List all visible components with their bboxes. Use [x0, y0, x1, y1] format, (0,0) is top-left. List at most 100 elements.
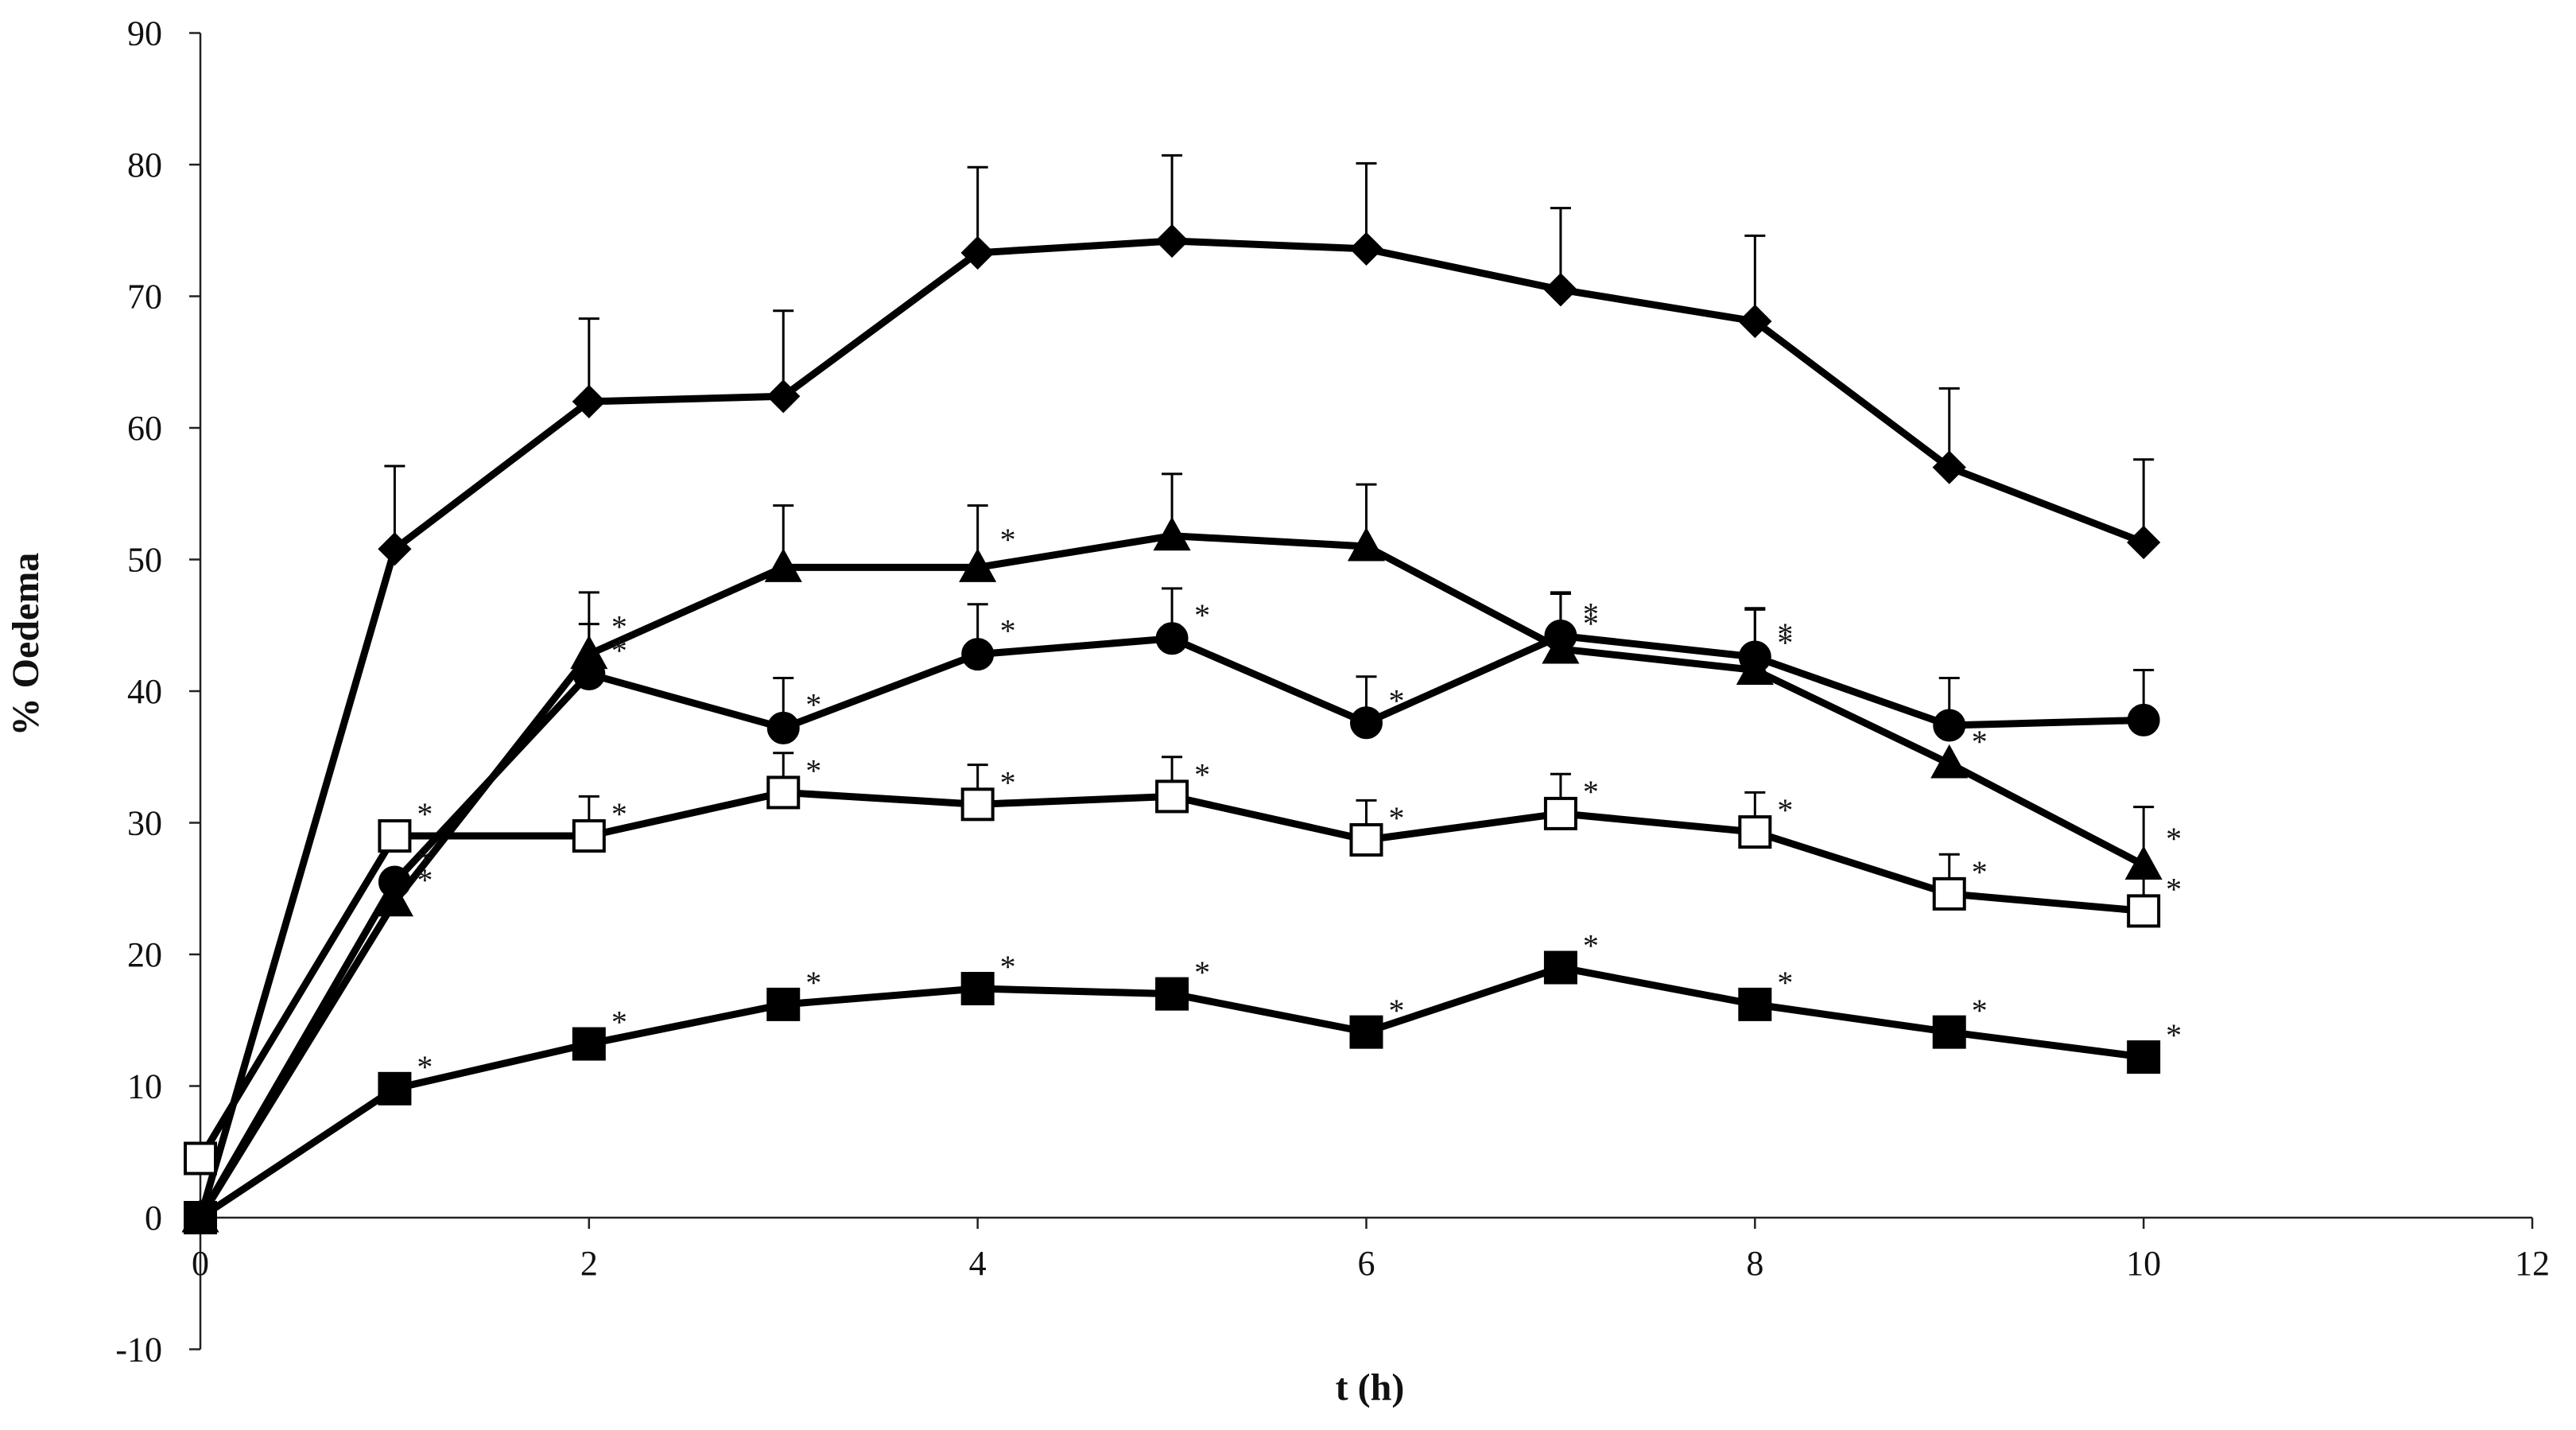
- circle-marker: [961, 638, 995, 671]
- significance-star: *: [1777, 965, 1793, 1001]
- y-tick-label: 30: [127, 804, 162, 843]
- series-1: [183, 153, 2161, 1235]
- significance-star: *: [1389, 993, 1405, 1028]
- y-tick-label: 10: [127, 1067, 162, 1106]
- triangle-marker: [1930, 744, 1969, 779]
- significance-star: *: [611, 632, 627, 668]
- significance-star: *: [1389, 682, 1405, 718]
- triangle-marker: [1153, 516, 1191, 551]
- open-square-marker: [572, 819, 606, 853]
- significance-star: *: [805, 965, 821, 1001]
- x-axis-title: t (h): [1336, 1366, 1405, 1409]
- significance-star: *: [1000, 764, 1016, 800]
- y-tick-label: 70: [127, 278, 162, 317]
- series-5: * * * * * * * * * *: [184, 928, 2182, 1234]
- significance-star: *: [1583, 774, 1599, 810]
- open-square-marker: [766, 775, 801, 810]
- filled-square-marker: [378, 1071, 412, 1106]
- filled-square-marker: [1349, 1015, 1383, 1049]
- filled-square-marker: [1932, 1015, 1966, 1049]
- x-tick-label: 6: [1358, 1244, 1375, 1283]
- y-tick-label: 90: [127, 14, 162, 53]
- diamond-marker: [960, 235, 995, 270]
- open-square-marker: [1349, 823, 1383, 857]
- series-line: [197, 631, 2144, 1220]
- significance-star: *: [611, 796, 627, 832]
- x-tick-label: 12: [2515, 1244, 2550, 1283]
- significance-star: *: [1389, 800, 1405, 836]
- series-line: [196, 237, 2145, 1219]
- x-tick-label: 2: [580, 1244, 598, 1283]
- circle-marker: [1350, 706, 1383, 740]
- significance-star: *: [1000, 522, 1016, 558]
- significance-star: *: [1000, 613, 1016, 649]
- triangle-marker: [764, 548, 802, 582]
- open-square-marker: [1543, 796, 1577, 830]
- significance-star: *: [1583, 596, 1599, 632]
- open-square-marker: [2127, 894, 2161, 928]
- x-tick-label: 0: [192, 1244, 209, 1283]
- series-2: * * * * * * *: [181, 472, 2182, 1233]
- circle-marker: [378, 865, 411, 899]
- filled-square-marker: [1543, 950, 1577, 985]
- significance-star: *: [1777, 792, 1793, 828]
- open-square-marker: [378, 819, 412, 853]
- diamond-marker: [1154, 223, 1189, 258]
- significance-star: *: [1000, 949, 1016, 985]
- significance-star: *: [805, 753, 821, 789]
- significance-star: *: [1777, 616, 1793, 652]
- significance-star: *: [417, 862, 433, 898]
- circle-marker: [572, 657, 606, 690]
- triangle-marker: [1347, 527, 1386, 562]
- filled-square-marker: [960, 972, 995, 1006]
- circle-marker: [1544, 619, 1577, 652]
- diamond-marker: [1738, 304, 1772, 339]
- series-layer: *********** ***** ** * ***** **** * ******: [181, 153, 2182, 1235]
- filled-square-marker: [2127, 1040, 2161, 1074]
- significance-star: *: [1194, 954, 1210, 990]
- significance-star: *: [1194, 597, 1210, 633]
- x-tick-label: 8: [1746, 1244, 1763, 1283]
- series-4: * * * * * * * * * *: [184, 752, 2182, 1175]
- x-tick-label: 10: [2126, 1244, 2161, 1283]
- significance-star: *: [611, 1004, 627, 1040]
- circle-marker: [766, 711, 800, 744]
- y-axis-title: % Oedema: [5, 553, 47, 736]
- significance-star: *: [611, 608, 627, 644]
- significance-star: *: [1777, 624, 1793, 660]
- significance-star: *: [1194, 757, 1210, 793]
- significance-star: *: [2166, 1017, 2182, 1053]
- diamond-marker: [572, 384, 606, 419]
- significance-star: *: [805, 686, 821, 722]
- significance-star: *: [1972, 993, 1988, 1028]
- significance-star: *: [417, 1049, 433, 1085]
- open-square-marker: [184, 1141, 217, 1175]
- diamond-marker: [1932, 450, 1966, 484]
- filled-square-marker: [184, 1201, 217, 1234]
- diamond-marker: [766, 379, 801, 414]
- y-tick-label: 40: [127, 672, 162, 711]
- open-square-marker: [1932, 876, 1966, 911]
- diamond-marker: [2127, 525, 2161, 560]
- series-3: **** ****: [184, 587, 2160, 1234]
- y-tick-label: 80: [127, 146, 162, 185]
- diamond-marker: [1543, 273, 1578, 307]
- circle-marker: [2127, 703, 2160, 736]
- filled-square-marker: [572, 1027, 606, 1061]
- circle-marker: [1933, 709, 1966, 742]
- significance-star: *: [2166, 821, 2182, 857]
- y-tick-label: -10: [115, 1331, 162, 1370]
- x-tick-label: 4: [969, 1244, 987, 1283]
- diamond-marker: [1349, 231, 1383, 266]
- y-tick-label: 0: [145, 1199, 162, 1238]
- y-tick-label: 60: [127, 409, 162, 448]
- significance-star: *: [2166, 872, 2182, 907]
- circle-marker: [1155, 622, 1189, 655]
- open-square-marker: [960, 787, 995, 822]
- significance-star: *: [417, 796, 433, 832]
- filled-square-marker: [1155, 977, 1189, 1011]
- y-tick-label: 50: [127, 541, 162, 580]
- y-tick-label: 20: [127, 935, 162, 974]
